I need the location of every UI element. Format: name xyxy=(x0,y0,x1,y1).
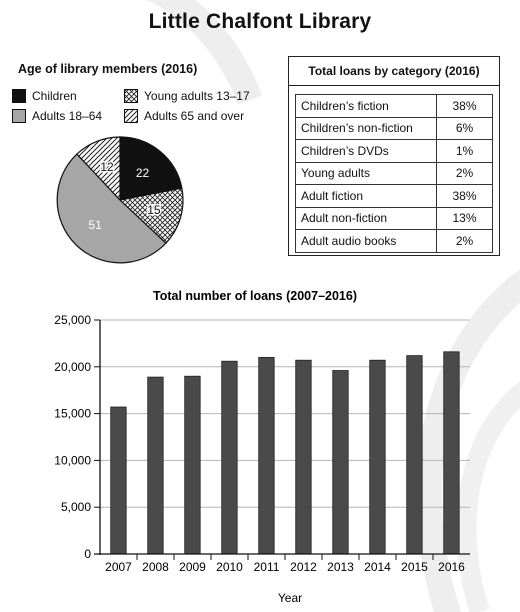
y-tick-label: 0 xyxy=(84,547,91,561)
table-cell-value: 13% xyxy=(436,206,493,230)
x-tick-label: 2008 xyxy=(142,560,169,574)
y-tick-label: 5,000 xyxy=(61,500,91,514)
legend-label: Adults 18–64 xyxy=(32,109,103,123)
bar-2014 xyxy=(369,359,386,555)
bar-2012 xyxy=(295,359,312,555)
table-row: Adult non-fiction 13% xyxy=(295,206,493,230)
table-cell-category: Young adults xyxy=(295,161,437,185)
bar-2007 xyxy=(110,406,127,555)
x-tick-label: 2015 xyxy=(401,560,428,574)
x-tick-label: 2013 xyxy=(327,560,354,574)
legend-label: Adults 65 and over xyxy=(144,109,245,123)
bar-chart-title: Total number of loans (2007–2016) xyxy=(153,289,357,303)
legend-item-young-adults: Young adults 13–17 xyxy=(124,89,250,103)
table-row: Children’s DVDs 1% xyxy=(295,139,493,163)
y-tick-label: 10,000 xyxy=(54,453,91,467)
bar-chart: Total number of loans (2007–2016) 0 5,000… xyxy=(54,289,470,605)
y-tick-label: 15,000 xyxy=(54,407,91,421)
legend-swatch-diagonal-lines xyxy=(124,109,138,123)
bar-2009 xyxy=(184,375,201,555)
legend-item-children: Children xyxy=(12,89,77,103)
x-tick-label: 2010 xyxy=(216,560,243,574)
bar-2015 xyxy=(406,355,423,555)
loans-table-body: Children’s fiction 38% Children’s non-fic… xyxy=(295,94,493,253)
pie-legend: Children Young adults 13–17 Adults 18–64… xyxy=(12,86,282,130)
table-cell-value: 38% xyxy=(436,94,493,118)
bar-2013 xyxy=(332,370,349,555)
pie-data-label: 22 xyxy=(136,166,150,180)
pie-data-label: 15 xyxy=(147,203,161,217)
legend-label: Children xyxy=(32,89,77,103)
legend-swatch-solid-black xyxy=(12,89,26,103)
table-row: Adult fiction 38% xyxy=(295,184,493,208)
table-row: Adult audio books 2% xyxy=(295,229,493,253)
pie-chart-title: Age of library members (2016) xyxy=(18,62,198,76)
x-tick-label: 2016 xyxy=(438,560,465,574)
x-tick-label: 2009 xyxy=(179,560,206,574)
bar-2011 xyxy=(258,357,275,555)
table-row: Children’s fiction 38% xyxy=(295,94,493,118)
bar-2016 xyxy=(443,351,460,555)
table-cell-value: 2% xyxy=(436,161,493,185)
table-cell-value: 38% xyxy=(436,184,493,208)
y-tick-label: 25,000 xyxy=(54,313,91,327)
table-title: Total loans by category (2016) xyxy=(289,57,499,86)
loans-by-category-table: Total loans by category (2016) Children’… xyxy=(288,56,500,256)
pie-slice-adults-65-and-over xyxy=(76,136,121,202)
table-cell-category: Children’s non-fiction xyxy=(295,116,437,140)
y-tick-label: 20,000 xyxy=(54,360,91,374)
x-tick-label: 2012 xyxy=(290,560,317,574)
x-tick-label: 2014 xyxy=(364,560,391,574)
table-cell-category: Adult fiction xyxy=(295,184,437,208)
page-title: Little Chalfont Library xyxy=(148,10,372,33)
table-cell-category: Children’s DVDs xyxy=(295,139,437,163)
bar-2008 xyxy=(147,376,164,555)
pie-slice-children xyxy=(119,136,183,201)
legend-label: Young adults 13–17 xyxy=(144,89,250,103)
table-cell-value: 6% xyxy=(436,116,493,140)
table-row: Children’s non-fiction 6% xyxy=(295,116,493,140)
x-tick-label: 2011 xyxy=(254,560,280,574)
table-cell-value: 1% xyxy=(436,139,493,163)
bar-2010 xyxy=(221,360,238,555)
legend-item-adults-65-over: Adults 65 and over xyxy=(124,109,244,123)
table-cell-category: Adult audio books xyxy=(295,229,437,253)
pie-slice-adults-18-64 xyxy=(56,153,167,264)
legend-item-adults-18-64: Adults 18–64 xyxy=(12,109,102,123)
table-row: Young adults 2% xyxy=(295,161,493,185)
x-tick-label: 2007 xyxy=(105,560,132,574)
x-axis-label: Year xyxy=(278,591,302,605)
table-cell-category: Adult non-fiction xyxy=(295,206,437,230)
pie-data-label: 51 xyxy=(88,218,102,232)
pie-data-label: 12 xyxy=(100,160,114,174)
table-cell-category: Children’s fiction xyxy=(295,94,437,118)
table-cell-value: 2% xyxy=(436,229,493,253)
legend-swatch-solid-gray xyxy=(12,109,26,123)
pie-chart: 22 15 51 12 xyxy=(56,136,184,264)
legend-swatch-crosshatch xyxy=(124,89,138,103)
pie-slice-young-adults-13-17 xyxy=(118,187,184,244)
